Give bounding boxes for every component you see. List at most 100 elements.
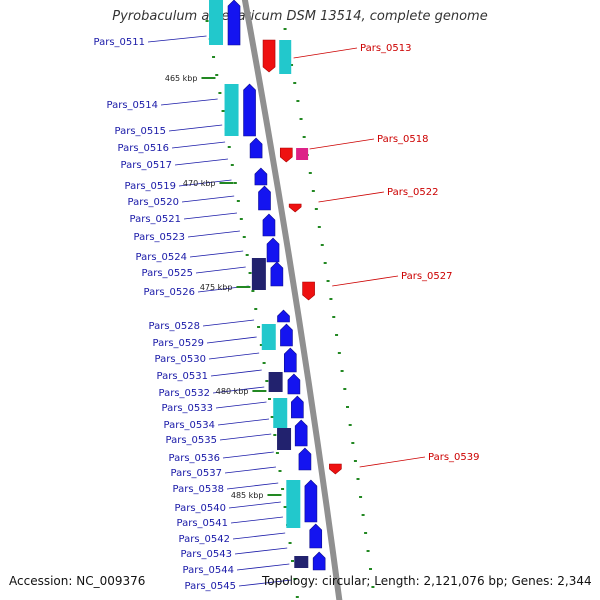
forward-gene-label: Pars_0528: [149, 321, 200, 332]
tick-mark: [314, 208, 318, 210]
gene-feature-block: [277, 428, 292, 450]
tick-mark: [353, 460, 357, 462]
leader-line: [147, 35, 207, 43]
tick-mark: [332, 316, 336, 318]
leader-line: [309, 138, 375, 150]
kbp-scale-labels: 465 kbp 470 kbp 475 kbp 480 kbp 485 kbp: [165, 74, 282, 500]
leader-line: [224, 466, 276, 474]
forward-gene-arrow: [287, 373, 301, 395]
tick-mark: [288, 542, 292, 544]
kbp-label: 480 kbp: [216, 387, 249, 396]
tick-mark: [351, 442, 355, 444]
label-leader-lines: [147, 35, 426, 587]
leader-line: [236, 563, 290, 571]
tick-mark: [233, 182, 237, 184]
leader-line: [174, 158, 229, 166]
gene-feature-block: [273, 398, 288, 428]
tick-marks: [205, 20, 375, 598]
forward-gene-label: Pars_0529: [153, 338, 204, 349]
reverse-gene-arrow: [279, 147, 293, 163]
reverse-gene-label: Pars_0539: [428, 452, 479, 463]
tick-mark: [371, 586, 375, 588]
tick-mark: [290, 64, 294, 66]
kbp-label: 475 kbp: [200, 283, 233, 292]
tick-mark: [254, 308, 258, 310]
leader-line: [232, 532, 286, 540]
leader-line: [228, 501, 281, 509]
reverse-gene-labels: Pars_0513 Pars_0518 Pars_0522 Pars_0527 Pars…: [360, 43, 479, 463]
kbp-label: 485 kbp: [231, 491, 264, 500]
tick-mark: [346, 406, 350, 408]
forward-gene-label: Pars_0536: [169, 453, 220, 464]
reverse-gene-label: Pars_0522: [387, 187, 438, 198]
tick-mark: [205, 20, 209, 22]
forward-gene-label: Pars_0524: [136, 252, 187, 263]
leader-line: [202, 319, 255, 327]
tick-mark: [343, 388, 347, 390]
forward-gene-arrow: [291, 395, 304, 419]
tick-mark: [278, 470, 282, 472]
forward-gene-arrow: [298, 447, 312, 471]
tick-mark: [270, 416, 274, 418]
forward-gene-label: Pars_0542: [179, 534, 230, 545]
leader-line: [181, 195, 235, 203]
forward-gene-label: Pars_0532: [159, 388, 210, 399]
tick-mark: [359, 496, 363, 498]
forward-gene-arrow: [309, 523, 323, 549]
leader-line: [210, 369, 262, 377]
leader-line: [212, 386, 265, 394]
tick-mark: [218, 92, 222, 94]
tick-mark: [215, 74, 219, 76]
forward-gene-arrow: [266, 237, 280, 263]
forward-gene-label: Pars_0523: [134, 232, 185, 243]
tick-mark: [239, 218, 243, 220]
tick-mark: [248, 272, 252, 274]
leader-line: [217, 418, 270, 426]
reverse-gene-label: Pars_0513: [360, 43, 411, 54]
forward-gene-arrow: [262, 213, 276, 237]
tick-mark: [259, 344, 263, 346]
tick-mark: [273, 434, 277, 436]
forward-gene-arrow: [280, 323, 293, 347]
gene-feature-block: [224, 84, 239, 136]
tick-mark: [295, 596, 299, 598]
forward-gene-arrow: [258, 185, 271, 211]
forward-gene-label: Pars_0525: [142, 268, 193, 279]
leader-line: [171, 141, 226, 149]
forward-gene-label: Pars_0530: [155, 354, 206, 365]
leader-line: [318, 191, 385, 203]
leader-line: [168, 124, 223, 132]
tick-mark: [369, 568, 373, 570]
tick-mark: [262, 362, 266, 364]
tick-mark: [320, 244, 324, 246]
reverse-gene-arrow: [302, 281, 315, 301]
leader-line: [187, 230, 240, 238]
tick-mark: [251, 290, 255, 292]
leader-line: [215, 401, 267, 409]
forward-gene-arrow: [227, 0, 241, 46]
tick-mark: [291, 560, 295, 562]
tick-mark: [268, 398, 272, 400]
leader-line: [183, 212, 238, 220]
forward-gene-label: Pars_0514: [107, 100, 158, 111]
forward-gene-arrow: [283, 347, 297, 373]
forward-gene-arrow: [312, 551, 326, 571]
leader-line: [238, 579, 292, 587]
leader-line: [230, 516, 284, 524]
tick-mark: [221, 110, 225, 112]
reverse-gene-label: Pars_0527: [401, 271, 452, 282]
tick-mark: [293, 578, 297, 580]
tick-mark: [348, 424, 352, 426]
tick-mark: [317, 226, 321, 228]
tick-mark: [230, 164, 234, 166]
leader-line: [195, 266, 246, 274]
gene-feature-block: [268, 372, 283, 392]
tick-mark: [364, 532, 368, 534]
forward-gene-arrow: [254, 167, 268, 186]
gene-feature-block: [294, 556, 309, 568]
gene-feature-block: [251, 258, 266, 290]
tick-mark: [236, 200, 240, 202]
reverse-gene-label: Pars_0518: [377, 134, 428, 145]
leader-line: [332, 275, 399, 287]
